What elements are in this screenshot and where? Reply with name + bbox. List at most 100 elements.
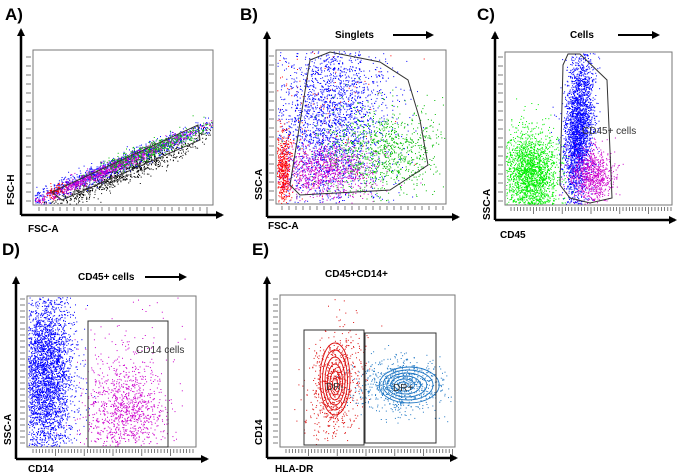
event-dot bbox=[70, 183, 72, 185]
event-dot bbox=[308, 80, 310, 82]
event-dot bbox=[59, 194, 61, 195]
event-dot bbox=[193, 134, 195, 136]
event-dot bbox=[35, 198, 37, 200]
event-dot bbox=[51, 195, 53, 197]
event-dot bbox=[183, 141, 185, 143]
event-dot bbox=[165, 147, 167, 149]
event-dot bbox=[150, 143, 152, 145]
event-dot bbox=[210, 126, 212, 128]
event-dot bbox=[114, 165, 116, 167]
event-dot bbox=[323, 154, 325, 156]
event-dot bbox=[296, 72, 298, 74]
event-dot bbox=[123, 178, 125, 180]
event-dot bbox=[100, 173, 102, 175]
event-dot bbox=[100, 182, 102, 184]
event-dot bbox=[330, 73, 332, 75]
event-dot bbox=[143, 162, 145, 164]
event-dot bbox=[104, 179, 106, 181]
event-dot bbox=[85, 183, 87, 185]
event-dot bbox=[124, 164, 126, 165]
event-dot bbox=[71, 183, 73, 185]
event-dot bbox=[113, 164, 115, 165]
event-dot bbox=[315, 115, 317, 116]
event-dot bbox=[288, 130, 290, 132]
event-dot bbox=[291, 78, 293, 80]
event-dot bbox=[127, 164, 129, 166]
event-dot bbox=[173, 142, 175, 144]
event-dot bbox=[199, 124, 201, 126]
event-dot bbox=[149, 142, 151, 144]
event-dot bbox=[141, 156, 143, 157]
event-dot bbox=[57, 191, 59, 193]
event-dot bbox=[170, 146, 172, 148]
event-dot bbox=[354, 86, 356, 88]
event-dot bbox=[361, 91, 363, 93]
event-dot bbox=[318, 51, 320, 53]
event-dot bbox=[210, 125, 212, 127]
event-dot bbox=[155, 164, 156, 166]
event-dot bbox=[171, 142, 173, 144]
event-dot bbox=[332, 145, 334, 146]
event-dot bbox=[53, 197, 55, 199]
event-dot bbox=[110, 171, 112, 173]
event-dot bbox=[116, 163, 118, 165]
event-dot bbox=[390, 55, 392, 57]
event-dot bbox=[338, 114, 340, 116]
event-dot bbox=[336, 60, 338, 62]
event-dot bbox=[195, 122, 197, 124]
event-dot bbox=[166, 148, 168, 150]
event-dot bbox=[174, 141, 176, 143]
event-dot bbox=[148, 168, 150, 169]
event-dot bbox=[163, 142, 165, 144]
event-dot bbox=[103, 173, 105, 175]
event-dot bbox=[173, 145, 175, 147]
event-dot bbox=[143, 168, 145, 170]
event-dot bbox=[114, 167, 116, 169]
event-dot bbox=[339, 72, 341, 74]
event-dot bbox=[327, 113, 329, 115]
event-dot bbox=[58, 189, 60, 191]
event-dot bbox=[137, 175, 138, 177]
event-dot bbox=[290, 75, 292, 76]
event-dot bbox=[144, 167, 146, 169]
event-dot bbox=[170, 135, 172, 137]
event-dot bbox=[329, 75, 331, 77]
event-dot bbox=[170, 147, 172, 149]
event-dot bbox=[173, 152, 175, 154]
event-dot bbox=[297, 104, 299, 106]
event-dot bbox=[313, 97, 315, 99]
event-dot bbox=[189, 145, 191, 147]
event-dot bbox=[356, 117, 358, 119]
event-dot bbox=[288, 190, 290, 192]
event-dot bbox=[193, 128, 195, 130]
event-dot bbox=[131, 164, 133, 166]
event-dot bbox=[312, 165, 314, 167]
event-dot bbox=[89, 181, 91, 183]
event-dot bbox=[38, 199, 40, 201]
event-dot bbox=[160, 145, 162, 147]
event-dot bbox=[128, 163, 130, 165]
event-dot bbox=[70, 197, 72, 199]
event-dot bbox=[43, 195, 45, 197]
event-dot bbox=[137, 167, 139, 169]
event-dot bbox=[107, 161, 109, 163]
event-dot bbox=[39, 192, 41, 194]
event-dot bbox=[65, 189, 67, 191]
event-dot bbox=[111, 183, 113, 185]
event-dot bbox=[138, 155, 140, 157]
event-dot bbox=[314, 125, 316, 127]
event-dot bbox=[95, 177, 97, 179]
event-dot bbox=[134, 166, 136, 168]
event-dot bbox=[126, 160, 128, 162]
gate-polygon[interactable] bbox=[51, 124, 201, 201]
event-dot bbox=[189, 133, 191, 135]
event-dot bbox=[109, 182, 111, 184]
event-dot bbox=[74, 172, 76, 174]
event-dot bbox=[61, 202, 63, 204]
event-dot bbox=[86, 171, 88, 173]
event-dot bbox=[170, 142, 171, 144]
event-dot bbox=[379, 121, 381, 123]
event-dot bbox=[357, 131, 359, 133]
event-dot bbox=[88, 179, 90, 181]
event-dot bbox=[86, 179, 88, 181]
